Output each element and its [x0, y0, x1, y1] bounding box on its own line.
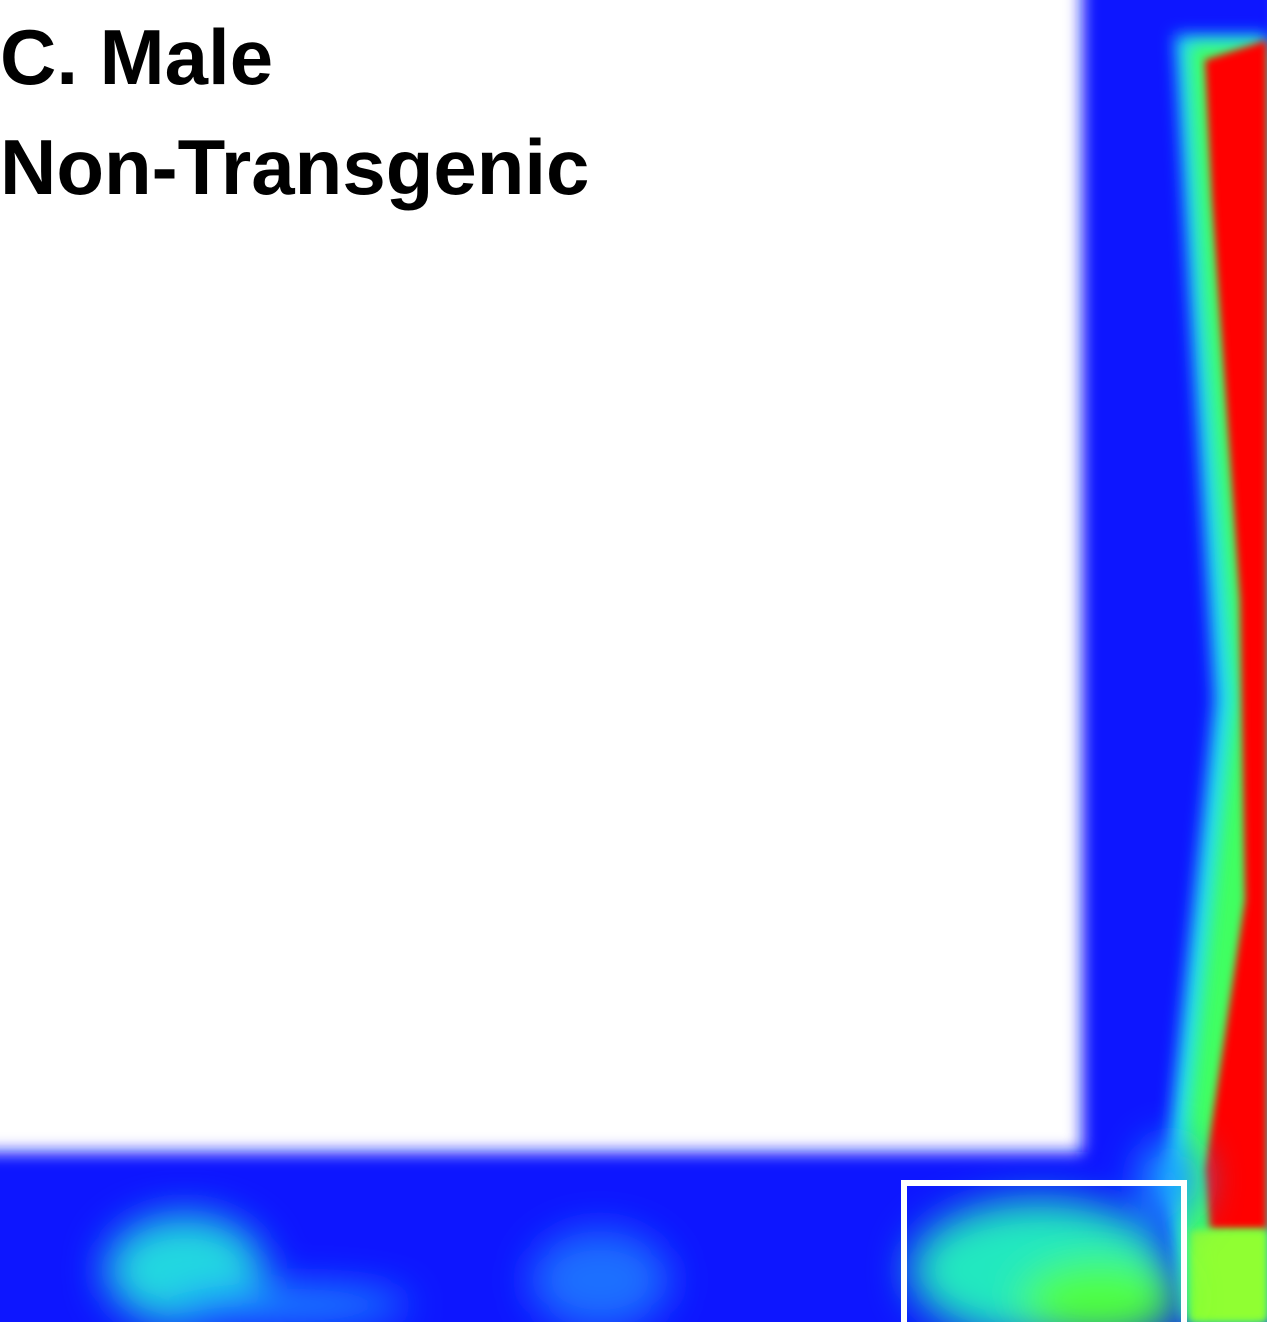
- panel-label: C. Male: [0, 13, 274, 101]
- group-label: Non-Transgenic: [0, 123, 590, 211]
- hot-zone: [1165, 35, 1267, 1322]
- zoom-box: [901, 1180, 1187, 1322]
